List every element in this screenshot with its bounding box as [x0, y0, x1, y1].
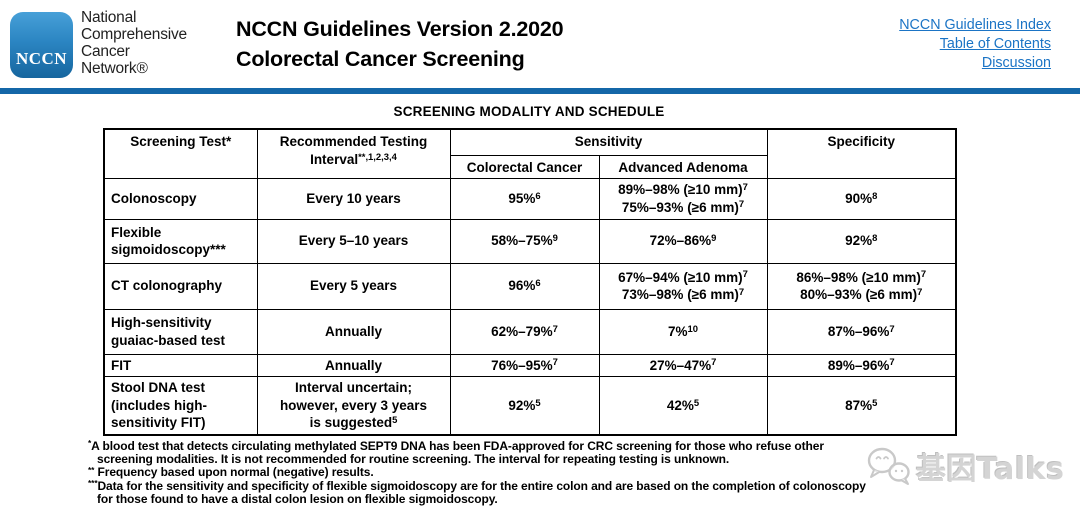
col-header-advanced-adenoma: Advanced Adenoma [598, 154, 768, 179]
footnotes: *A blood test that detects circulating m… [88, 438, 958, 506]
cell-sens-adenoma: 72%–86%9 [598, 218, 768, 264]
cell-interval: Annually [256, 308, 451, 355]
col-header-sensitivity: Sensitivity [449, 128, 768, 156]
nccn-logo-text: NCCN [15, 49, 68, 68]
cell-interval: Every 10 years [256, 177, 451, 220]
col-header-specificity: Specificity [766, 128, 957, 179]
cell-sens-crc: 62%–79%7 [449, 308, 600, 355]
cell-sens-adenoma: 42%5 [598, 376, 768, 436]
header-links: NCCN Guidelines Index Table of Contents … [899, 16, 1051, 73]
org-line: National [81, 9, 137, 26]
cell-sens-adenoma: 27%–47%7 [598, 353, 768, 378]
cell-specificity: 87%–96%7 [766, 308, 957, 355]
cell-sens-adenoma: 7%10 [598, 308, 768, 355]
cell-interval: Interval uncertain; however, every 3 year… [256, 376, 451, 436]
org-name: National Comprehensive Cancer Network® [81, 9, 187, 77]
col-header-screening-test: Screening Test* [103, 128, 258, 179]
cell-specificity: 86%–98% (≥10 mm)7 80%–93% (≥6 mm)7 [766, 262, 957, 310]
cell-interval: Annually [256, 353, 451, 378]
cell-interval: Every 5 years [256, 262, 451, 310]
footnote: ** Frequency based upon normal (negative… [88, 464, 374, 480]
cell-specificity: 92%8 [766, 218, 957, 264]
link-discussion[interactable]: Discussion [981, 55, 1051, 71]
cell-test: Stool DNA test (includes high-sensitivity… [103, 376, 258, 436]
cell-sens-crc: 58%–75%9 [449, 218, 600, 264]
cell-sens-crc: 92%5 [449, 376, 600, 436]
main-content: SCREENING MODALITY AND SCHEDULE Screenin… [103, 104, 957, 436]
org-line: Network® [81, 60, 148, 77]
cell-sens-crc: 96%6 [449, 262, 600, 310]
cell-sens-crc: 76%–95%7 [449, 353, 600, 378]
header-divider [0, 88, 1080, 94]
org-line: Comprehensive [81, 26, 187, 43]
table-row: Stool DNA test (includes high-sensitivity… [103, 376, 957, 436]
cell-test: CT colonography [103, 262, 258, 310]
table-row: FIT Annually 76%–95%7 27%–47%7 89%–96%7 [103, 353, 957, 378]
cell-specificity: 89%–96%7 [766, 353, 957, 378]
link-nccn-guidelines-index[interactable]: NCCN Guidelines Index [899, 17, 1051, 33]
table-row: Colonoscopy Every 10 years 95%6 89%–98% (≥1… [103, 177, 957, 220]
link-table-of-contents[interactable]: Table of Contents [939, 36, 1051, 52]
cell-sens-adenoma: 89%–98% (≥10 mm)7 75%–93% (≥6 mm)7 [598, 177, 768, 220]
guidelines-version-title: NCCN Guidelines Version 2.2020 [236, 17, 564, 41]
nccn-logo: NCCN [10, 12, 73, 78]
cell-test: High-sensitivity guaiac-based test [103, 308, 258, 355]
table-row: High-sensitivity guaiac-based test Annuall… [103, 308, 957, 355]
table-header-row: Screening Test* Recommended Testing Inte… [103, 128, 957, 179]
col-header-colorectal-cancer: Colorectal Cancer [449, 154, 600, 179]
cell-sens-crc: 95%6 [449, 177, 600, 220]
cell-test: Colonoscopy [103, 177, 258, 220]
org-line: Cancer [81, 43, 130, 60]
cell-sens-adenoma: 67%–94% (≥10 mm)7 73%–98% (≥6 mm)7 [598, 262, 768, 310]
cell-test: Flexible sigmoidoscopy*** [103, 218, 258, 264]
cell-test: FIT [103, 353, 258, 378]
footnote: *A blood test that detects circulating m… [88, 438, 824, 467]
footnote: ***Data for the sensitivity and specific… [88, 477, 866, 506]
table-row: Flexible sigmoidoscopy*** Every 5–10 years… [103, 218, 957, 264]
col-header-interval: Recommended Testing Interval**,1,2,3,4 [256, 128, 451, 179]
cell-interval: Every 5–10 years [256, 218, 451, 264]
cell-specificity: 87%5 [766, 376, 957, 436]
screening-table: Screening Test* Recommended Testing Inte… [103, 128, 957, 436]
guidelines-subtitle: Colorectal Cancer Screening [236, 47, 525, 71]
table-row: CT colonography Every 5 years 96%6 67%–94% … [103, 262, 957, 310]
page-title: NCCN Guidelines Version 2.2020 Colorecta… [236, 14, 564, 74]
section-title: SCREENING MODALITY AND SCHEDULE [393, 104, 665, 119]
cell-specificity: 90%8 [766, 177, 957, 220]
table-subheader-row: Colorectal Cancer Advanced Adenoma [104, 154, 956, 179]
